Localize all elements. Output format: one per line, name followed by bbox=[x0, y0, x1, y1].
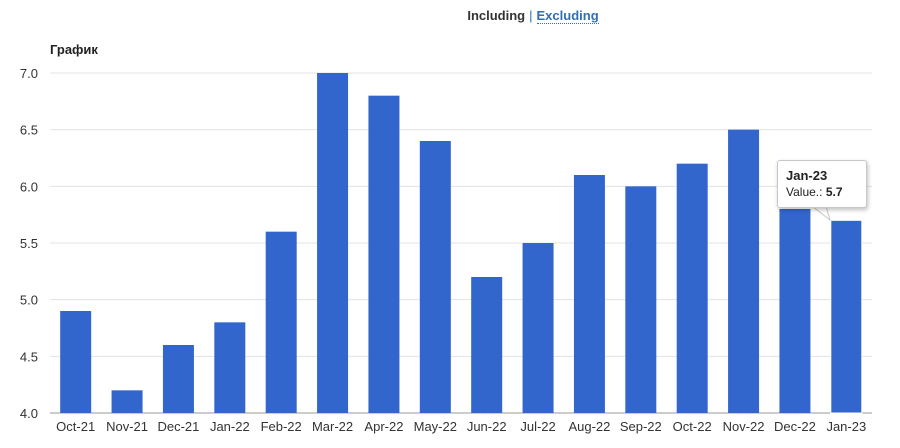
y-tick-label: 4.0 bbox=[20, 406, 38, 421]
bar-apr-22[interactable] bbox=[368, 95, 400, 414]
tooltip-row: Value.: 5.7 bbox=[786, 185, 843, 199]
bar-jan-23[interactable] bbox=[830, 219, 863, 414]
x-tick-label: Jun-22 bbox=[467, 419, 507, 434]
x-tick-label: Mar-22 bbox=[312, 419, 353, 434]
x-tick-label: Oct-22 bbox=[673, 419, 712, 434]
bar-jan-22[interactable] bbox=[214, 322, 246, 413]
bar-feb-22[interactable] bbox=[265, 231, 297, 413]
y-tick-label: 5.5 bbox=[20, 236, 38, 251]
bar-aug-22[interactable] bbox=[573, 175, 605, 413]
tooltip-label: Value.: bbox=[786, 185, 823, 199]
value-tooltip: Jan-23 Value.: 5.7 bbox=[777, 160, 867, 208]
y-tick-label: 4.5 bbox=[20, 349, 38, 364]
x-tick-label: Jan-22 bbox=[210, 419, 250, 434]
excluding-toggle[interactable]: Excluding bbox=[536, 8, 599, 24]
bar-mar-22[interactable] bbox=[317, 73, 349, 413]
y-tick-label: 5.0 bbox=[20, 293, 38, 308]
bar-jul-22[interactable] bbox=[522, 243, 554, 413]
bar-jun-22[interactable] bbox=[471, 277, 503, 413]
y-tick-label: 6.0 bbox=[20, 179, 38, 194]
x-tick-label: Oct-21 bbox=[56, 419, 95, 434]
bar-dec-22[interactable] bbox=[779, 209, 811, 413]
series-toggle: Including | Excluding bbox=[0, 8, 900, 24]
x-tick-label: Dec-22 bbox=[774, 419, 816, 434]
x-tick-label: May-22 bbox=[414, 419, 457, 434]
x-tick-label: Nov-21 bbox=[106, 419, 148, 434]
toggle-separator: | bbox=[529, 8, 533, 23]
x-tick-label: Jul-22 bbox=[520, 419, 555, 434]
bar-nov-21[interactable] bbox=[111, 390, 143, 413]
x-tick-label: Dec-21 bbox=[157, 419, 199, 434]
x-tick-label: Jan-23 bbox=[826, 419, 866, 434]
x-tick-label: Aug-22 bbox=[568, 419, 610, 434]
x-tick-label: Nov-22 bbox=[723, 419, 765, 434]
bar-nov-22[interactable] bbox=[728, 129, 760, 413]
bar-sep-22[interactable] bbox=[625, 186, 657, 413]
bar-dec-21[interactable] bbox=[162, 345, 194, 413]
x-tick-label: Sep-22 bbox=[620, 419, 662, 434]
bar-oct-21[interactable] bbox=[60, 311, 92, 413]
tooltip-value: 5.7 bbox=[825, 185, 843, 199]
tooltip-pointer bbox=[810, 205, 831, 222]
y-tick-label: 7.0 bbox=[20, 66, 38, 81]
tooltip-title: Jan-23 bbox=[786, 168, 828, 183]
chart-title: График bbox=[50, 42, 98, 57]
x-tick-label: Feb-22 bbox=[261, 419, 302, 434]
bar-may-22[interactable] bbox=[419, 141, 451, 413]
including-toggle[interactable]: Including bbox=[467, 8, 526, 23]
x-tick-label: Apr-22 bbox=[364, 419, 403, 434]
bar-oct-22[interactable] bbox=[676, 163, 708, 413]
y-tick-label: 6.5 bbox=[20, 123, 38, 138]
